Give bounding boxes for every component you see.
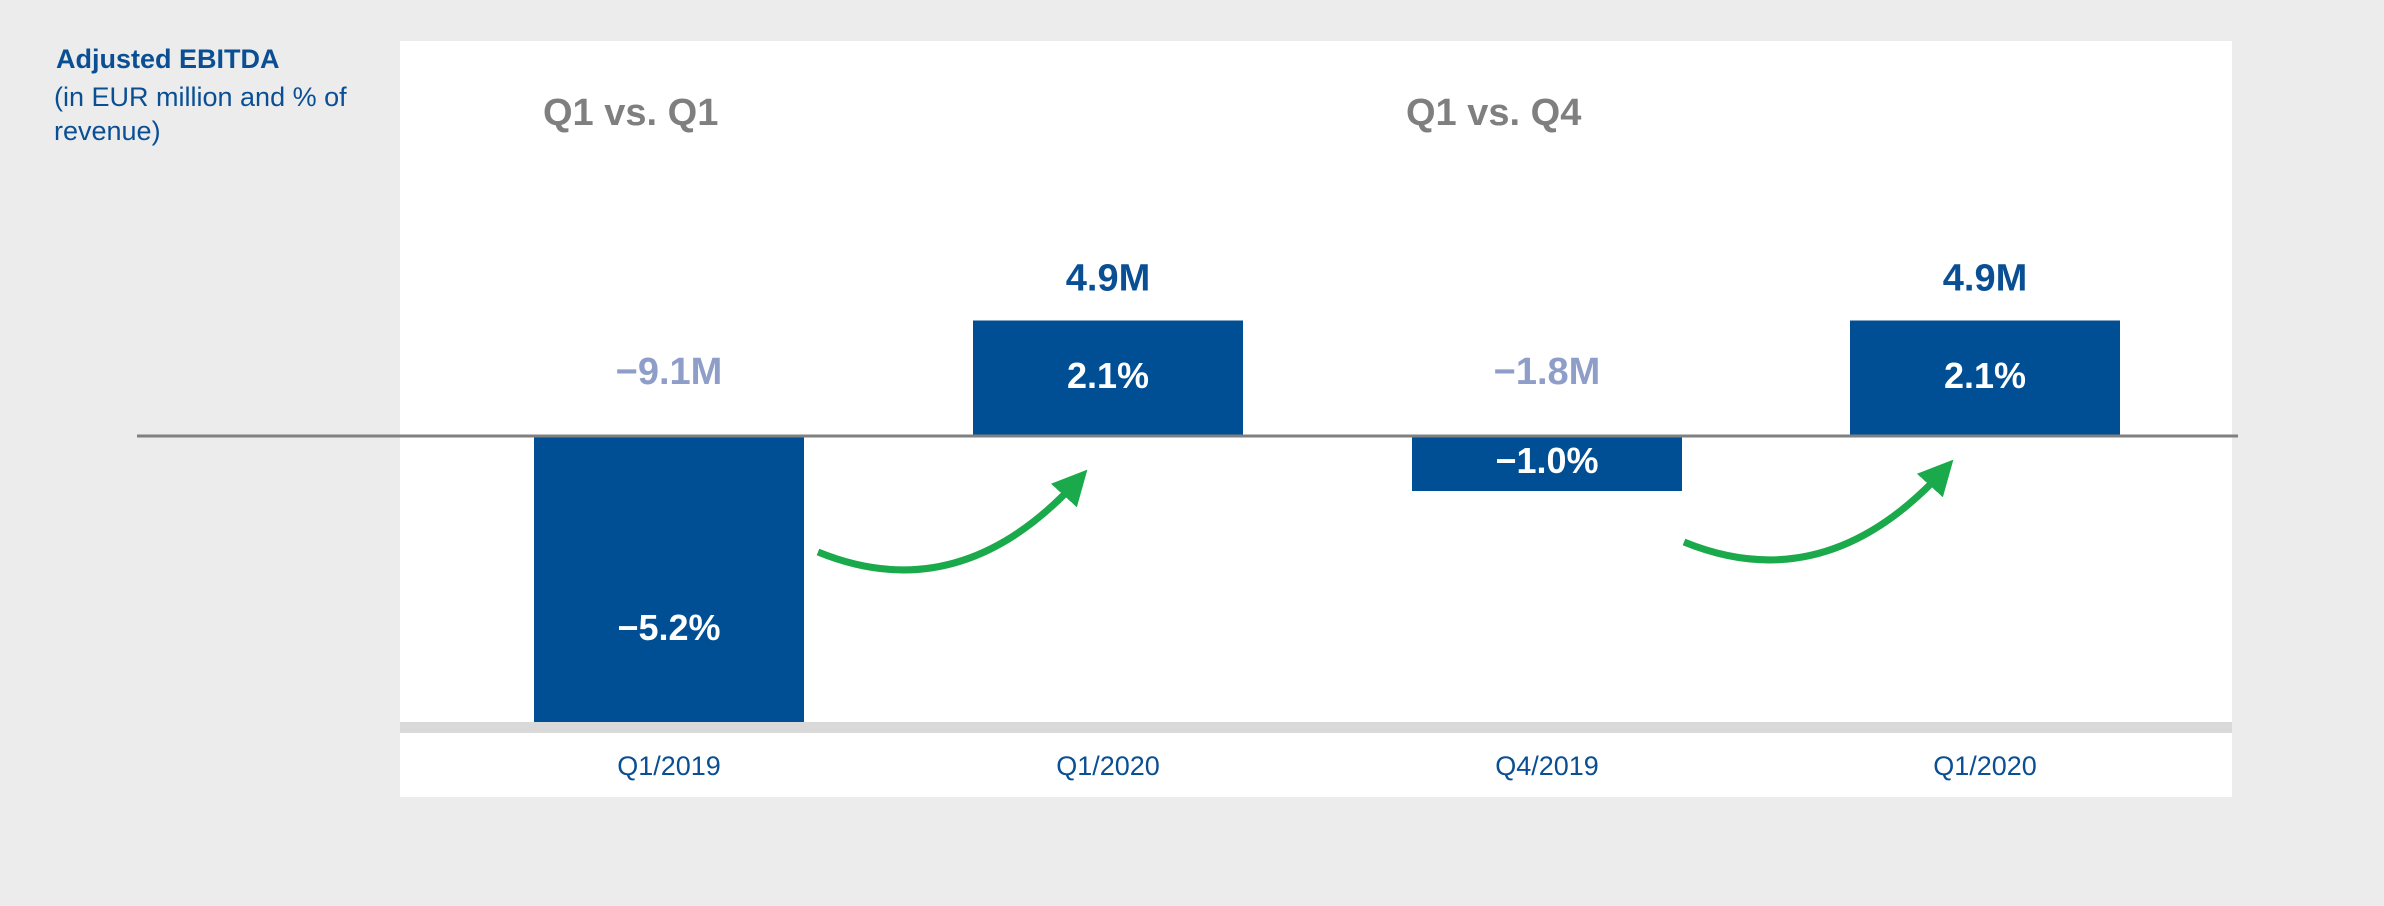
bar bbox=[1850, 320, 2120, 436]
bar bbox=[1412, 436, 1682, 491]
x-tick-label: Q1/2019 bbox=[617, 751, 721, 781]
bar bbox=[534, 436, 804, 722]
amount-label: 4.9M bbox=[1943, 258, 2027, 300]
value-label: 2.1% bbox=[1944, 355, 2026, 396]
amount-label: 4.9M bbox=[1066, 258, 1150, 300]
group-title: Q1 vs. Q1 bbox=[543, 92, 718, 134]
amount-label: −1.8M bbox=[1494, 351, 1601, 393]
amount-label: −9.1M bbox=[616, 351, 723, 393]
x-tick-label: Q4/2019 bbox=[1495, 751, 1599, 781]
x-tick-label: Q1/2020 bbox=[1933, 751, 2037, 781]
x-tick-label: Q1/2020 bbox=[1056, 751, 1160, 781]
value-label: 2.1% bbox=[1067, 355, 1149, 396]
trend-arrow bbox=[816, 469, 1088, 574]
base-band bbox=[400, 722, 2232, 733]
value-label: −5.2% bbox=[617, 607, 720, 648]
value-label: −1.0% bbox=[1495, 440, 1598, 481]
trend-arrow bbox=[1682, 459, 1954, 564]
chart-title: Adjusted EBITDA bbox=[56, 44, 280, 74]
subtitle-box: (in EUR million and % of revenue) bbox=[54, 82, 347, 146]
chart-subtitle: (in EUR million and % of revenue) bbox=[54, 82, 347, 146]
bar bbox=[973, 320, 1243, 436]
group-title: Q1 vs. Q4 bbox=[1406, 92, 1581, 134]
